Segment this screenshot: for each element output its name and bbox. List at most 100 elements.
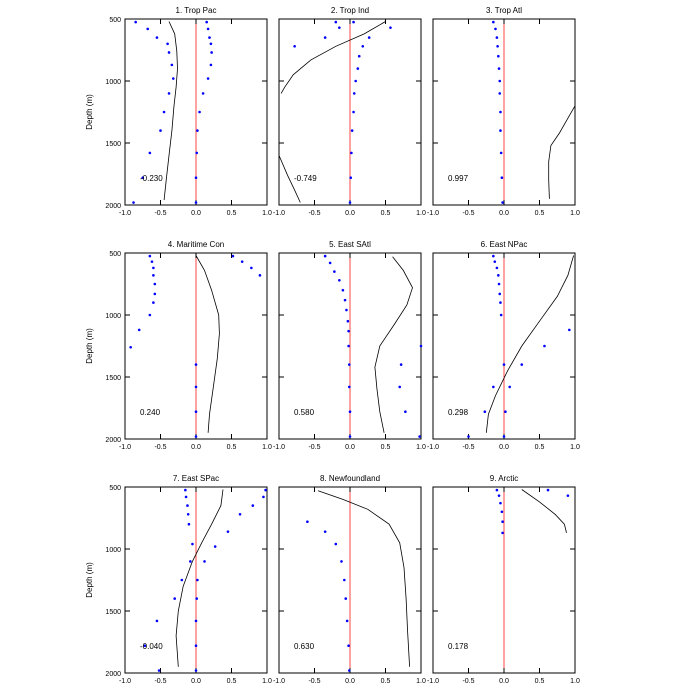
data-point [167,92,171,95]
data-point [148,313,152,317]
data-point [496,44,499,48]
x-tick-label: 1.0 [416,444,426,451]
data-point [170,63,174,67]
data-point [399,363,403,366]
x-tick-label: 1.0 [262,210,272,217]
data-point [157,669,161,672]
data-point [210,51,213,54]
data-point [134,20,137,24]
x-tick-label: 0.5 [535,678,545,685]
x-tick-label: -0.5 [462,678,474,685]
data-point [367,36,371,39]
data-point [186,512,190,516]
panel-8: 8. Newfoundland -1.0 -0.5 0.0 0.5 1.0 0.630 [273,474,426,685]
x-tick-label: 0.0 [499,210,509,217]
y-axis-label: Depth (m) [85,562,94,598]
data-point [143,644,147,648]
data-point [344,597,348,600]
data-point [231,254,235,258]
data-point [492,385,495,389]
data-point [343,578,346,582]
x-tick-label: 0.0 [499,678,509,685]
x-tick-label: -0.5 [308,210,320,217]
data-point [497,494,501,497]
panel-title: 4. Maritime Con [168,240,224,249]
x-tick-label: 0.0 [345,444,355,451]
panel-5: 5. East SAtl -1.0 -0.5 0.0 0.5 1.0 0.580 [273,240,426,451]
data-point [352,20,355,24]
data-point [352,92,356,95]
x-tick-label: 0.5 [381,678,391,685]
data-point [497,67,501,70]
x-tick-label: -1.0 [427,678,439,685]
data-point [153,292,157,296]
data-point [419,344,423,348]
data-point [499,151,503,155]
data-point [348,435,352,438]
data-point [504,410,507,414]
profile-curve [175,489,224,667]
profile-curve [548,105,575,199]
data-point [293,44,296,48]
data-point [196,578,199,582]
data-point [497,54,500,58]
data-point [333,270,336,273]
data-point [546,488,550,492]
y-tick-label: 2000 [105,203,121,210]
data-point [345,619,349,623]
panel-title: 6. East NPac [481,240,528,249]
data-point [350,151,353,155]
x-tick-label: -0.5 [462,210,474,217]
data-point [543,344,546,348]
data-point [340,560,343,563]
data-point [495,488,499,492]
data-point [166,42,169,46]
data-point [206,77,210,80]
x-tick-label: -1.0 [119,444,131,451]
data-point [146,27,150,31]
panel-title: 9. Arctic [490,474,518,483]
data-point [194,363,198,366]
x-tick-label: 1.0 [570,444,580,451]
panel-2: 2. Trop Ind -1.0 -0.5 0.0 0.5 1.0 -0.749 [273,6,426,217]
data-point [194,669,198,672]
data-point [159,129,162,132]
data-point [171,77,175,80]
data-point [501,201,504,204]
data-point [501,520,504,524]
data-point [194,435,198,438]
data-point [492,20,495,24]
data-point [398,385,402,389]
data-point [389,26,392,29]
data-point [155,619,159,623]
data-point [262,495,265,499]
x-tick-label: 1.0 [570,678,580,685]
y-tick-label: 500 [109,17,121,24]
data-point [201,92,205,95]
data-point [323,530,327,533]
x-tick-label: -1.0 [427,444,439,451]
data-point [173,597,176,600]
correlation-value: 0.298 [448,408,469,417]
panel-7: 7. East SPac -1.0 -0.5 0.0 0.5 1.0 500 1000 1500… [85,474,272,685]
x-tick-label: -1.0 [119,678,131,685]
data-point [361,44,365,48]
data-point [494,27,497,31]
data-point [467,435,470,438]
y-tick-label: 1500 [105,141,121,148]
data-point [499,301,502,304]
panel-3: 3. Trop Atl -1.0 -0.5 0.0 0.5 1.0 0.997 [427,6,580,217]
profile-curve-lower [279,155,301,203]
data-point [499,501,502,505]
panel-4: 4. Maritime Con -1.0 -0.5 0.0 0.5 1.0 500 1000 1… [85,240,272,451]
x-tick-label: 1.0 [416,210,426,217]
data-point [508,385,511,389]
x-tick-label: 0.0 [345,210,355,217]
panel-1: 1. Trop Pac -1.0 -0.5 0.0 0.5 1.0 500 1000 1500 2… [85,6,272,217]
data-point [499,313,503,317]
correlation-value: -0.040 [140,642,163,651]
x-tick-label: 0.0 [499,444,509,451]
data-point [184,495,188,499]
data-point [500,176,504,180]
x-tick-label: 0.5 [535,444,545,451]
